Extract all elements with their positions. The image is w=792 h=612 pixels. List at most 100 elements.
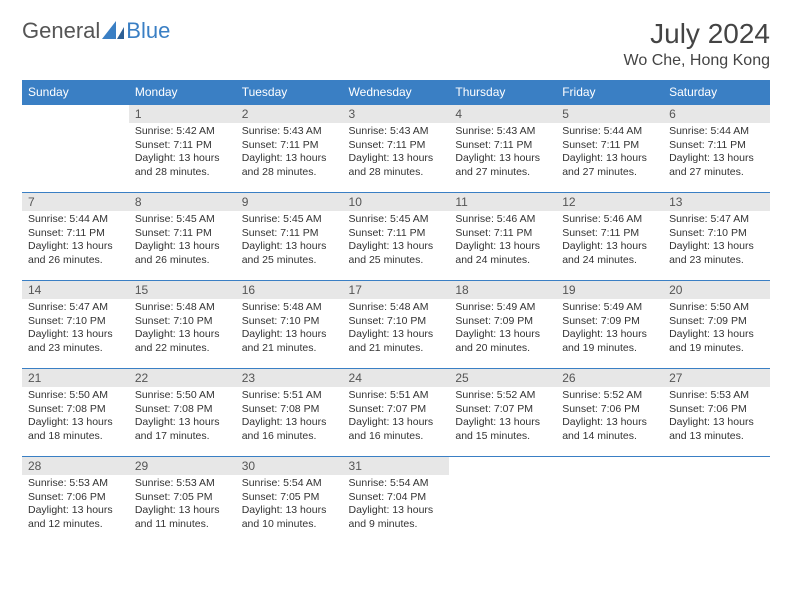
calendar-day-cell: 22Sunrise: 5:50 AMSunset: 7:08 PMDayligh… <box>129 369 236 457</box>
day-details: Sunrise: 5:54 AMSunset: 7:04 PMDaylight:… <box>343 475 450 536</box>
daylight-text-1: Daylight: 13 hours <box>135 328 230 342</box>
daylight-text-1: Daylight: 13 hours <box>242 152 337 166</box>
day-number: 13 <box>663 193 770 211</box>
calendar-day-cell: 16Sunrise: 5:48 AMSunset: 7:10 PMDayligh… <box>236 281 343 369</box>
day-details: Sunrise: 5:53 AMSunset: 7:06 PMDaylight:… <box>663 387 770 448</box>
day-details: Sunrise: 5:44 AMSunset: 7:11 PMDaylight:… <box>22 211 129 272</box>
day-details: Sunrise: 5:46 AMSunset: 7:11 PMDaylight:… <box>449 211 556 272</box>
sunset-text: Sunset: 7:11 PM <box>562 139 657 153</box>
day-number: 5 <box>556 105 663 123</box>
daylight-text-1: Daylight: 13 hours <box>455 152 550 166</box>
calendar-day-cell: 21Sunrise: 5:50 AMSunset: 7:08 PMDayligh… <box>22 369 129 457</box>
daylight-text-1: Daylight: 13 hours <box>455 416 550 430</box>
daylight-text-1: Daylight: 13 hours <box>562 416 657 430</box>
daylight-text-2: and 13 minutes. <box>669 430 764 444</box>
day-details: Sunrise: 5:48 AMSunset: 7:10 PMDaylight:… <box>236 299 343 360</box>
calendar-day-cell: 10Sunrise: 5:45 AMSunset: 7:11 PMDayligh… <box>343 193 450 281</box>
day-number: 2 <box>236 105 343 123</box>
calendar-day-cell: 8Sunrise: 5:45 AMSunset: 7:11 PMDaylight… <box>129 193 236 281</box>
day-number: 19 <box>556 281 663 299</box>
sunset-text: Sunset: 7:08 PM <box>28 403 123 417</box>
daylight-text-2: and 22 minutes. <box>135 342 230 356</box>
sunrise-text: Sunrise: 5:47 AM <box>669 213 764 227</box>
sunset-text: Sunset: 7:11 PM <box>455 227 550 241</box>
sunrise-text: Sunrise: 5:44 AM <box>669 125 764 139</box>
brand-text-2: Blue <box>126 18 170 44</box>
calendar-header-row: SundayMondayTuesdayWednesdayThursdayFrid… <box>22 80 770 105</box>
daylight-text-2: and 26 minutes. <box>135 254 230 268</box>
calendar-day-cell: 18Sunrise: 5:49 AMSunset: 7:09 PMDayligh… <box>449 281 556 369</box>
day-number-empty <box>663 457 770 475</box>
day-details: Sunrise: 5:51 AMSunset: 7:08 PMDaylight:… <box>236 387 343 448</box>
daylight-text-1: Daylight: 13 hours <box>28 240 123 254</box>
sunrise-text: Sunrise: 5:48 AM <box>135 301 230 315</box>
daylight-text-1: Daylight: 13 hours <box>28 328 123 342</box>
day-number: 25 <box>449 369 556 387</box>
day-number: 7 <box>22 193 129 211</box>
daylight-text-2: and 25 minutes. <box>242 254 337 268</box>
day-details: Sunrise: 5:44 AMSunset: 7:11 PMDaylight:… <box>663 123 770 184</box>
day-details: Sunrise: 5:43 AMSunset: 7:11 PMDaylight:… <box>449 123 556 184</box>
sunrise-text: Sunrise: 5:43 AM <box>242 125 337 139</box>
daylight-text-2: and 28 minutes. <box>135 166 230 180</box>
sunset-text: Sunset: 7:09 PM <box>562 315 657 329</box>
day-details: Sunrise: 5:50 AMSunset: 7:08 PMDaylight:… <box>22 387 129 448</box>
calendar-day-cell <box>22 105 129 193</box>
day-number: 3 <box>343 105 450 123</box>
sunset-text: Sunset: 7:06 PM <box>562 403 657 417</box>
calendar-day-cell: 13Sunrise: 5:47 AMSunset: 7:10 PMDayligh… <box>663 193 770 281</box>
sunrise-text: Sunrise: 5:45 AM <box>242 213 337 227</box>
daylight-text-1: Daylight: 13 hours <box>455 240 550 254</box>
day-number: 28 <box>22 457 129 475</box>
calendar-day-cell: 29Sunrise: 5:53 AMSunset: 7:05 PMDayligh… <box>129 457 236 545</box>
calendar-day-cell: 25Sunrise: 5:52 AMSunset: 7:07 PMDayligh… <box>449 369 556 457</box>
sunset-text: Sunset: 7:11 PM <box>349 227 444 241</box>
calendar-day-cell: 7Sunrise: 5:44 AMSunset: 7:11 PMDaylight… <box>22 193 129 281</box>
daylight-text-2: and 26 minutes. <box>28 254 123 268</box>
day-number: 22 <box>129 369 236 387</box>
sunrise-text: Sunrise: 5:52 AM <box>455 389 550 403</box>
daylight-text-2: and 23 minutes. <box>669 254 764 268</box>
calendar-day-cell: 27Sunrise: 5:53 AMSunset: 7:06 PMDayligh… <box>663 369 770 457</box>
calendar-day-cell: 5Sunrise: 5:44 AMSunset: 7:11 PMDaylight… <box>556 105 663 193</box>
daylight-text-1: Daylight: 13 hours <box>349 240 444 254</box>
calendar-day-cell: 20Sunrise: 5:50 AMSunset: 7:09 PMDayligh… <box>663 281 770 369</box>
day-number-empty <box>22 105 129 123</box>
daylight-text-1: Daylight: 13 hours <box>669 416 764 430</box>
daylight-text-2: and 17 minutes. <box>135 430 230 444</box>
day-number: 6 <box>663 105 770 123</box>
sunset-text: Sunset: 7:10 PM <box>349 315 444 329</box>
logo-sail-icon <box>102 21 124 39</box>
weekday-header: Sunday <box>22 80 129 105</box>
daylight-text-2: and 18 minutes. <box>28 430 123 444</box>
daylight-text-2: and 27 minutes. <box>669 166 764 180</box>
day-number: 9 <box>236 193 343 211</box>
calendar-day-cell: 28Sunrise: 5:53 AMSunset: 7:06 PMDayligh… <box>22 457 129 545</box>
daylight-text-2: and 9 minutes. <box>349 518 444 532</box>
sunrise-text: Sunrise: 5:54 AM <box>349 477 444 491</box>
daylight-text-1: Daylight: 13 hours <box>135 240 230 254</box>
daylight-text-1: Daylight: 13 hours <box>349 152 444 166</box>
daylight-text-1: Daylight: 13 hours <box>28 504 123 518</box>
day-details: Sunrise: 5:48 AMSunset: 7:10 PMDaylight:… <box>129 299 236 360</box>
month-title: July 2024 <box>624 18 770 50</box>
daylight-text-2: and 14 minutes. <box>562 430 657 444</box>
day-details: Sunrise: 5:45 AMSunset: 7:11 PMDaylight:… <box>129 211 236 272</box>
day-number: 10 <box>343 193 450 211</box>
sunrise-text: Sunrise: 5:49 AM <box>562 301 657 315</box>
sunset-text: Sunset: 7:09 PM <box>669 315 764 329</box>
day-number: 29 <box>129 457 236 475</box>
sunset-text: Sunset: 7:11 PM <box>242 227 337 241</box>
day-details: Sunrise: 5:45 AMSunset: 7:11 PMDaylight:… <box>343 211 450 272</box>
calendar-day-cell: 6Sunrise: 5:44 AMSunset: 7:11 PMDaylight… <box>663 105 770 193</box>
daylight-text-2: and 15 minutes. <box>455 430 550 444</box>
day-details: Sunrise: 5:44 AMSunset: 7:11 PMDaylight:… <box>556 123 663 184</box>
sunrise-text: Sunrise: 5:45 AM <box>135 213 230 227</box>
sunrise-text: Sunrise: 5:50 AM <box>28 389 123 403</box>
day-number-empty <box>556 457 663 475</box>
daylight-text-2: and 28 minutes. <box>242 166 337 180</box>
day-number: 11 <box>449 193 556 211</box>
calendar-week-row: 7Sunrise: 5:44 AMSunset: 7:11 PMDaylight… <box>22 193 770 281</box>
day-number: 21 <box>22 369 129 387</box>
daylight-text-2: and 21 minutes. <box>242 342 337 356</box>
